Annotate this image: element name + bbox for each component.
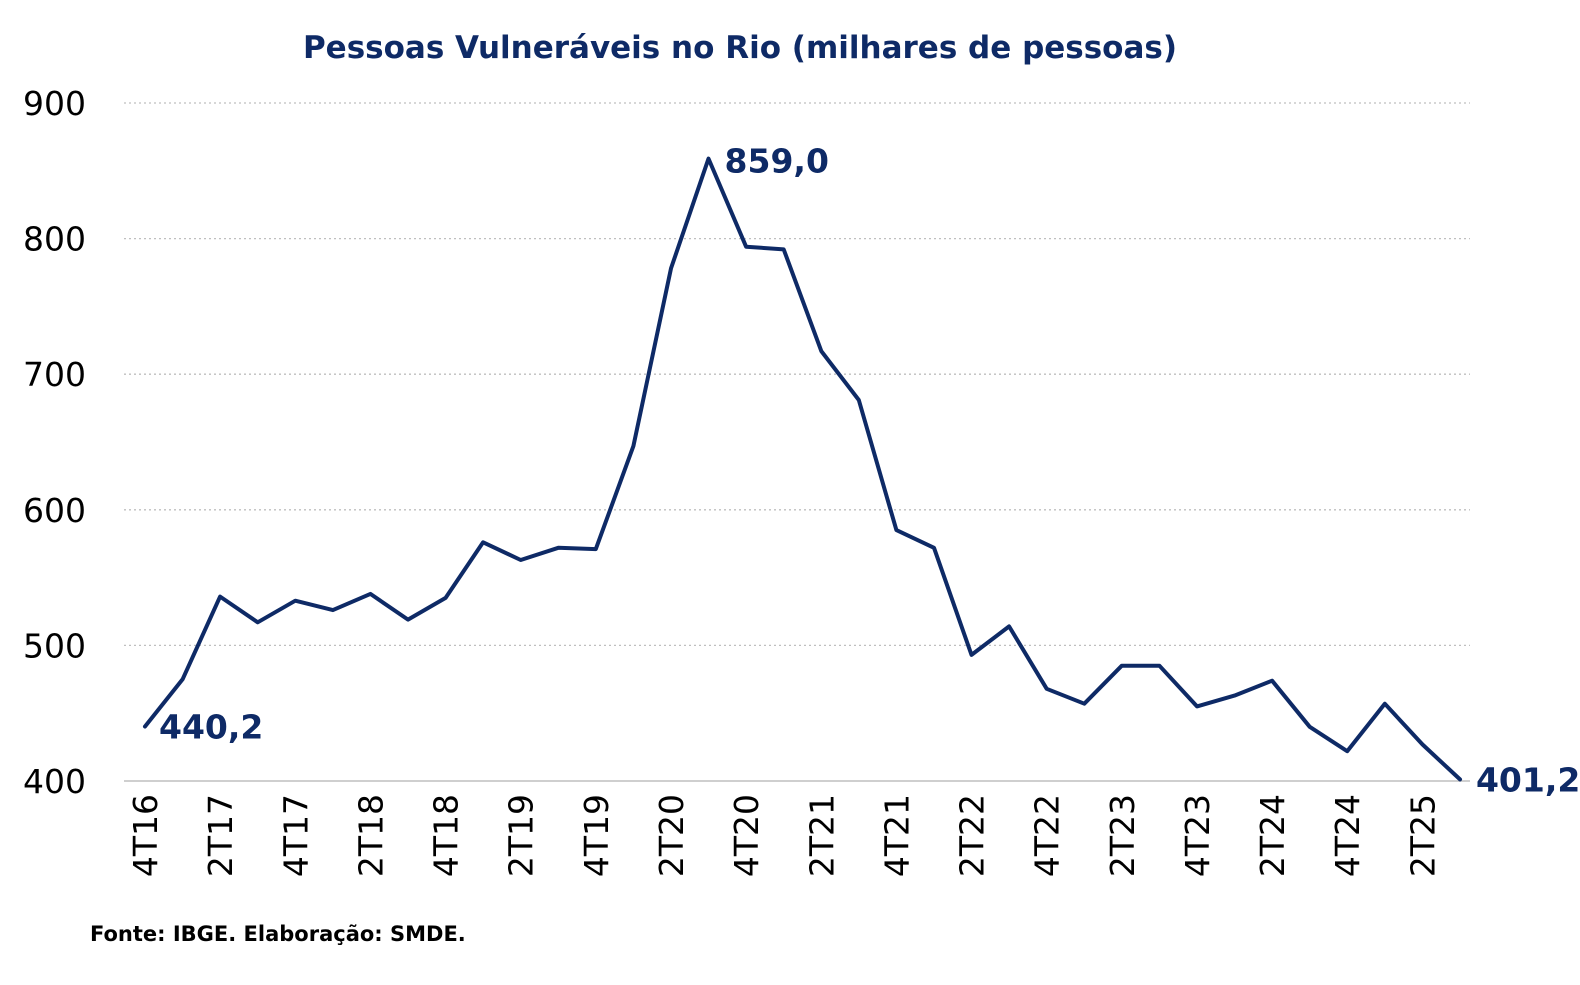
x-axis: 4T16 2T17 4T17 2T18 4T18 2T19 4T19 2T20 4T20 2T21…: [126, 794, 1442, 877]
y-tick-label: 900: [23, 84, 86, 123]
gridlines: [124, 102, 1470, 782]
chart-title: Pessoas Vulneráveis no Rio (milhares de …: [303, 30, 1177, 66]
source-note: Fonte: IBGE. Elaboração: SMDE.: [90, 922, 466, 946]
x-tick-label: 4T18: [427, 794, 466, 877]
x-tick-label: 2T19: [502, 794, 541, 877]
x-tick-label: 2T23: [1103, 794, 1142, 877]
y-tick-label: 600: [23, 491, 86, 530]
x-tick-label: 4T16: [126, 794, 165, 877]
x-tick-label: 2T20: [652, 794, 691, 877]
x-tick-label: 2T21: [802, 794, 841, 877]
x-tick-label: 4T19: [577, 794, 616, 877]
y-axis: 900 800 700 600 500 400: [23, 84, 86, 801]
y-tick-label: 800: [23, 220, 86, 259]
series-group: [143, 156, 1462, 782]
y-tick-label: 400: [23, 762, 86, 801]
data-labels: 440,2 859,0 401,2: [159, 142, 1580, 800]
y-tick-label: 500: [23, 626, 86, 665]
x-tick-label: 2T25: [1403, 794, 1442, 877]
series-line: [143, 156, 1462, 782]
x-tick-label: 4T21: [877, 794, 916, 877]
x-tick-label: 2T24: [1253, 794, 1292, 877]
data-label: 859,0: [725, 142, 829, 181]
x-tick-label: 4T22: [1028, 794, 1067, 877]
data-label: 401,2: [1476, 760, 1580, 799]
x-tick-label: 4T20: [727, 794, 766, 877]
y-tick-label: 700: [23, 355, 86, 394]
data-label: 440,2: [159, 707, 263, 746]
x-tick-label: 2T17: [201, 794, 240, 877]
x-tick-label: 2T18: [351, 794, 390, 877]
x-tick-label: 2T22: [953, 794, 992, 877]
x-tick-label: 4T17: [276, 794, 315, 877]
x-tick-label: 4T24: [1328, 794, 1367, 877]
x-tick-label: 4T23: [1178, 794, 1217, 877]
